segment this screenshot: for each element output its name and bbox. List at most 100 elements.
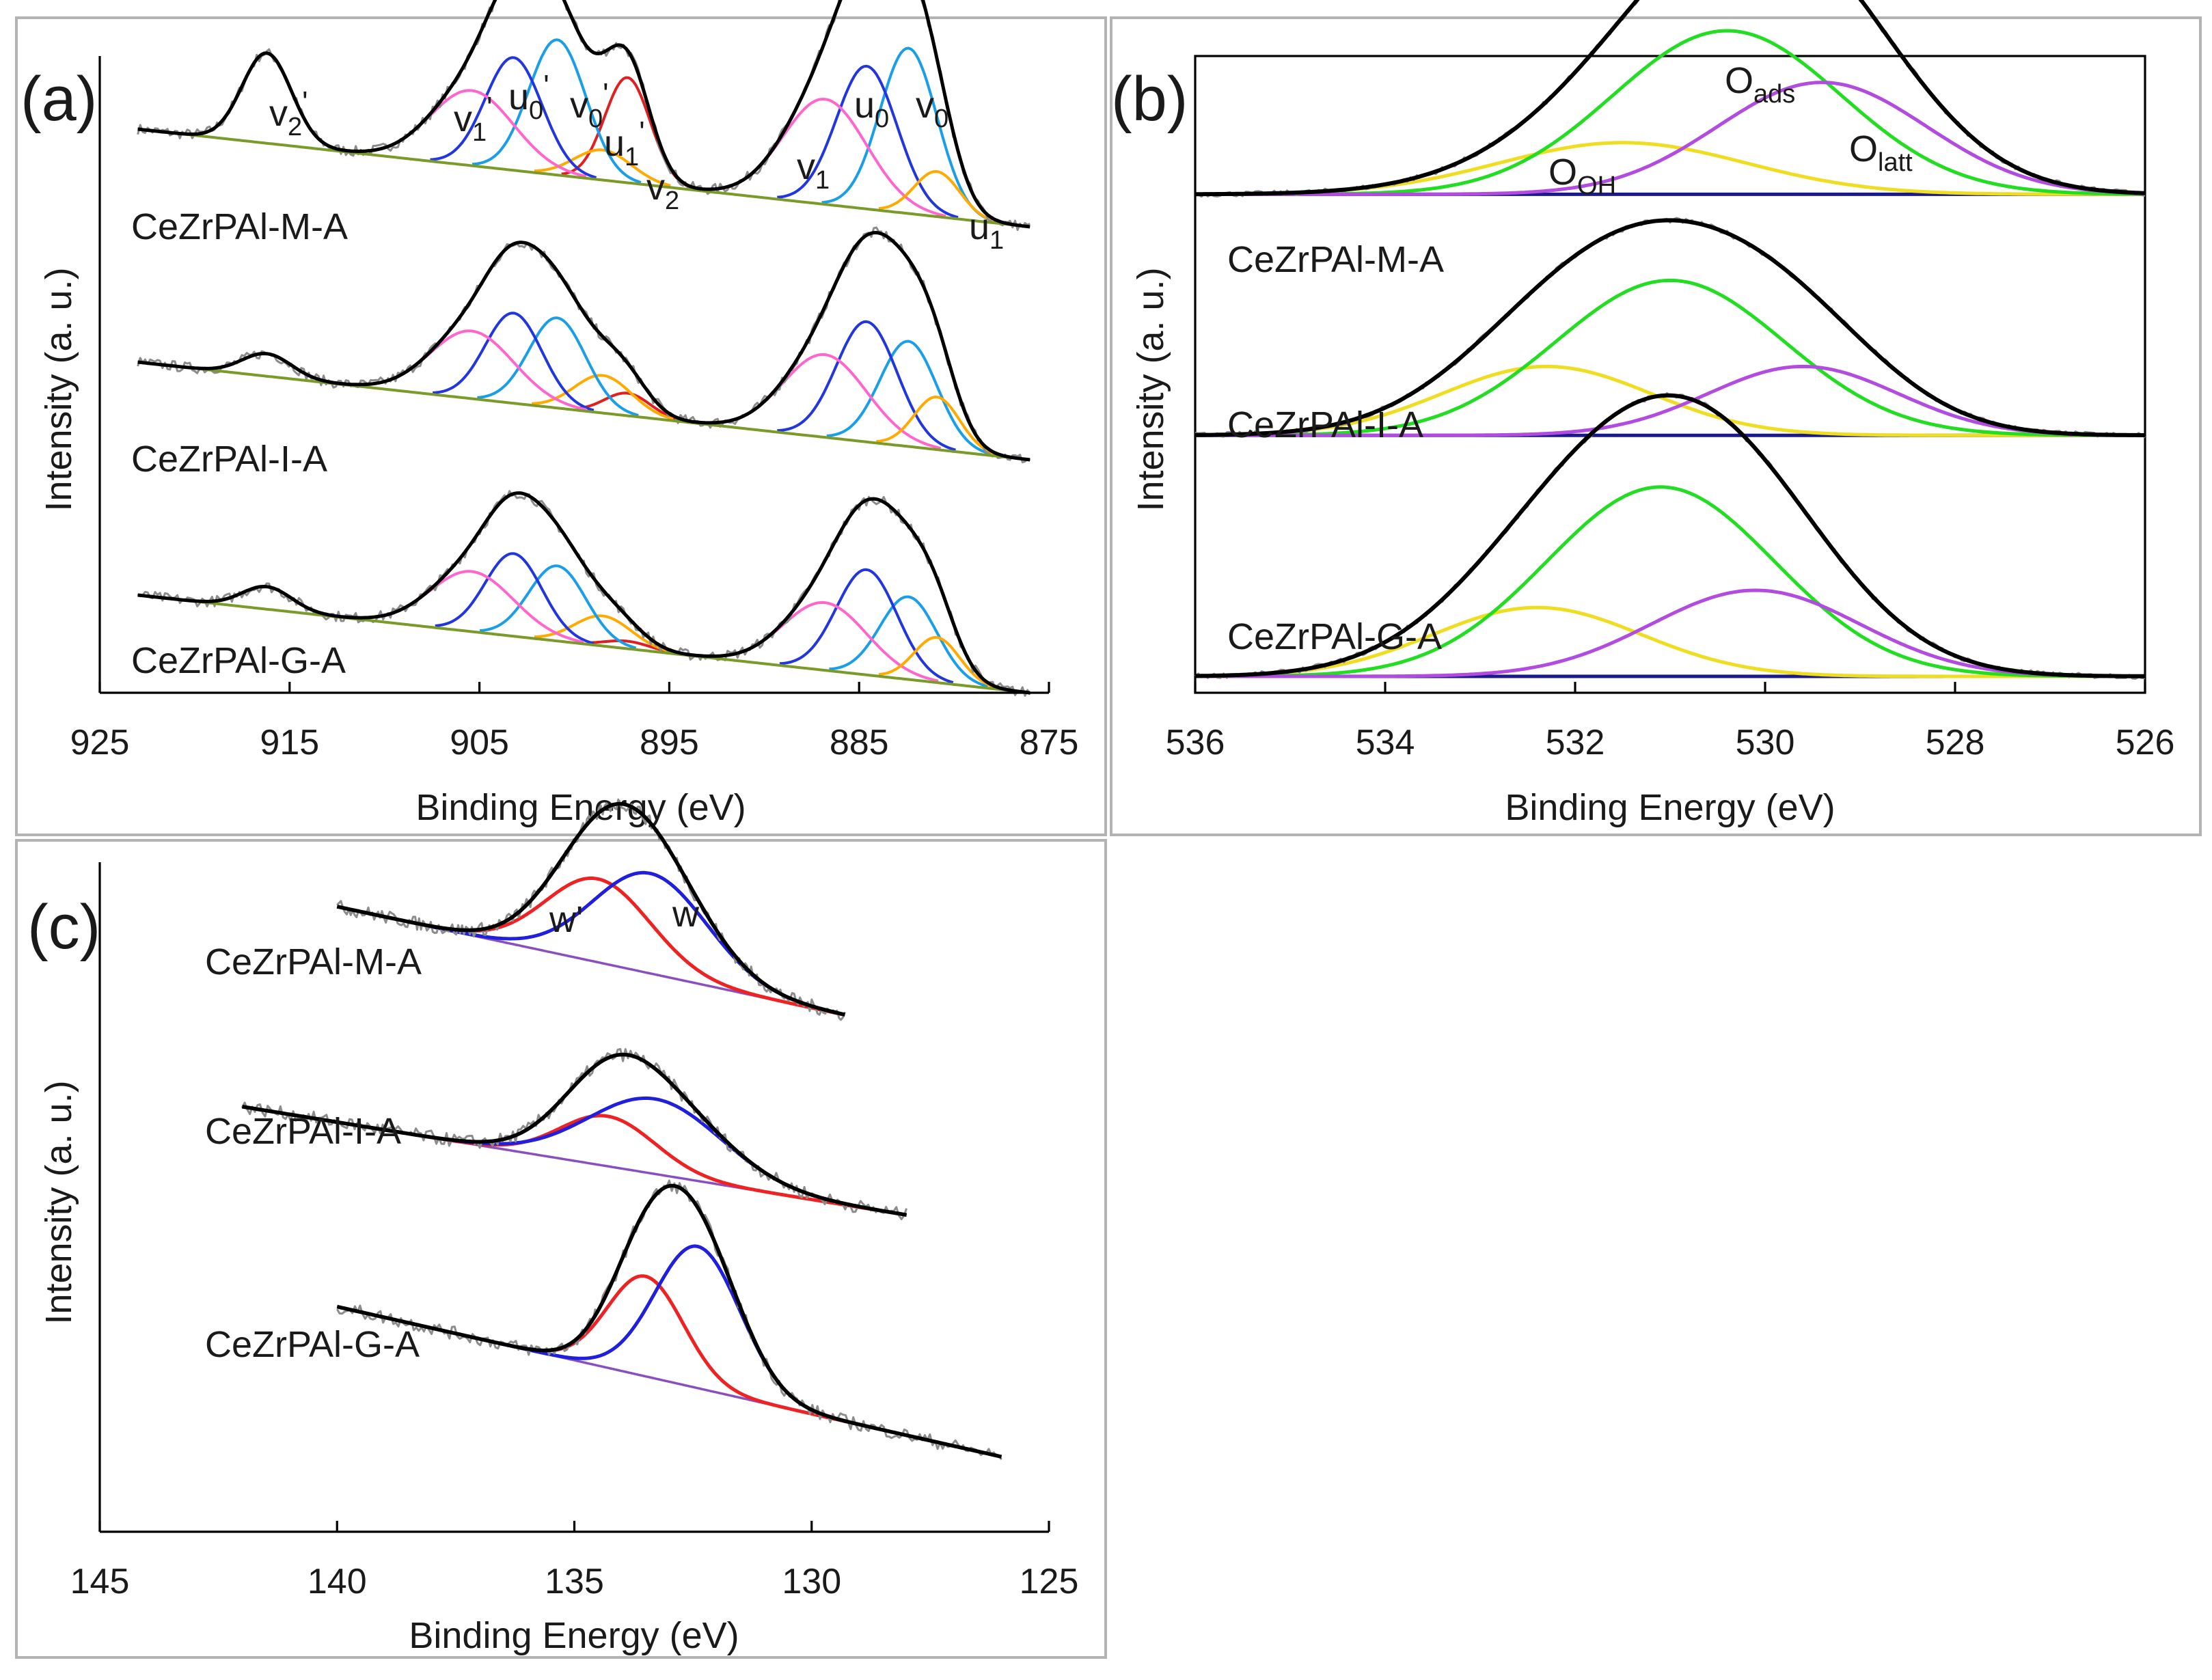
c-envelope-s2: [336, 1183, 1002, 1459]
peak-label-o-ads: Oads: [1725, 60, 1795, 109]
a-tick-label-885: 885: [830, 723, 889, 762]
c-tick-label-135: 135: [545, 1562, 604, 1601]
a-component-v0-s2: [829, 595, 989, 688]
b-envelope-s1: [1195, 218, 2145, 437]
peak-label-o-latt: Olatt: [1849, 128, 1913, 177]
c-envelope-s0: [336, 801, 846, 1017]
panel-a-sample-i: CeZrPAl-I-A: [131, 439, 327, 480]
panel-a-tag: (a): [21, 64, 97, 134]
a-tick-label-895: 895: [640, 723, 699, 762]
peak-label-u0-prime: u0': [508, 69, 549, 125]
peak-label-v1-prime: v1': [454, 91, 493, 147]
panel-c-x-label: Binding Energy (eV): [409, 1615, 739, 1656]
peak-label-v2-prime: v2': [269, 85, 308, 141]
a-component-u0p-s2: [435, 552, 595, 645]
peak-label-w: w: [672, 894, 700, 935]
c-component-wp-s2: [336, 1274, 1002, 1459]
panel-a-y-label: Intensity (a. u.): [38, 267, 79, 511]
c-raw-spectrum-s2: [336, 1179, 1002, 1461]
panel-c-sample-m: CeZrPAl-M-A: [205, 941, 422, 982]
b-tick-label-534: 534: [1356, 723, 1415, 762]
c-envelope-s1: [241, 1052, 907, 1217]
panel-b-sample-i: CeZrPAl-I-A: [1227, 404, 1423, 445]
panel-a-x-ticks: 925 915 905 895 885 875: [70, 682, 1079, 762]
b-component-olatt-s0: [1195, 81, 2146, 196]
panel-a-sample-g: CeZrPAl-G-A: [131, 640, 346, 681]
a-component-u1-s0: [878, 170, 996, 223]
c-tick-label-130: 130: [782, 1562, 841, 1601]
c-tick-label-140: 140: [308, 1562, 367, 1601]
a-component-u0-s2: [779, 568, 954, 684]
peak-label-v2: v2: [646, 167, 679, 215]
peak-label-v1: v1: [797, 146, 830, 195]
panel-c-sample-g: CeZrPAl-G-A: [205, 1324, 420, 1365]
a-tick-label-905: 905: [450, 723, 509, 762]
a-envelope-s2: [137, 491, 1030, 695]
panel-b-sample-g: CeZrPAl-G-A: [1227, 616, 1442, 657]
panel-a-sample-m: CeZrPAl-M-A: [131, 206, 348, 247]
panel-b: (b) 536 534 532 530 528 526 Binding Energy (e…: [1110, 0, 2202, 836]
a-tick-label-875: 875: [1020, 723, 1079, 762]
c-component-w-s2: [336, 1244, 1002, 1459]
b-component-olatt-s1: [1195, 364, 2145, 437]
b-raw-spectrum-s0: [1194, 0, 2146, 198]
peak-label-u0: u0: [854, 85, 889, 133]
b-tick-label-526: 526: [2116, 723, 2175, 762]
panel-c-spectra: [241, 798, 1002, 1461]
a-component-v0p-s0: [472, 38, 642, 184]
b-tick-label-532: 532: [1546, 723, 1605, 762]
panel-b-frame: [1110, 16, 2202, 836]
b-envelope-s2: [1194, 393, 2145, 678]
panel-b-y-label: Intensity (a. u.): [1130, 267, 1171, 511]
peak-label-o-oh: OOH: [1548, 152, 1616, 200]
a-background-s2: [137, 594, 1030, 694]
panel-b-sample-m: CeZrPAl-M-A: [1227, 239, 1444, 280]
panel-c-y-label: Intensity (a. u.): [38, 1080, 79, 1324]
peak-label-v0: v0: [916, 85, 948, 133]
peak-label-v0-prime: v0': [570, 77, 609, 133]
peak-label-u1: u1: [969, 206, 1004, 255]
panel-b-plot-box: [1194, 55, 2146, 694]
panel-c-x-ticks: 145 140 135 130 125: [70, 1521, 1079, 1601]
b-component-oads-s2: [1195, 485, 2145, 678]
panel-a-frame: [15, 16, 1107, 836]
a-component-v2-s1: [576, 391, 681, 422]
panel-a-x-label: Binding Energy (eV): [415, 787, 746, 828]
a-tick-label-925: 925: [70, 723, 130, 762]
a-tick-label-915: 915: [260, 723, 319, 762]
a-envelope-s1: [137, 231, 1030, 462]
b-component-ooh-s1: [1195, 364, 2145, 437]
panel-b-x-ticks: 536 534 532 530 528 526: [1166, 682, 2175, 762]
panel-b-spectra: [1194, 0, 2146, 680]
a-component-u0p-s1: [433, 312, 595, 412]
a-background-s1: [137, 361, 1030, 461]
a-component-u1-s1: [876, 396, 996, 456]
c-tick-label-145: 145: [70, 1562, 130, 1601]
a-component-v0p-s1: [477, 316, 639, 417]
a-component-v1-s1: [707, 353, 942, 450]
b-component-oads-s1: [1195, 278, 2145, 437]
a-component-v0-s0: [821, 46, 996, 223]
panel-a-spectra: [137, 0, 1031, 697]
b-tick-label-530: 530: [1736, 723, 1795, 762]
c-tick-label-125: 125: [1020, 1562, 1079, 1601]
peak-label-w-prime: w': [549, 899, 583, 940]
a-component-u0-s1: [777, 320, 956, 452]
a-component-v0p-s2: [479, 564, 637, 650]
a-component-v0-s1: [826, 340, 991, 456]
a-component-v2-s2: [588, 639, 669, 653]
panel-c-tag: (c): [27, 892, 100, 962]
a-component-u0p-s0: [430, 56, 597, 179]
b-tick-label-528: 528: [1926, 723, 1985, 762]
a-background-s0: [137, 128, 1030, 228]
a-component-u0-s0: [777, 64, 959, 219]
b-component-olatt-s2: [1195, 588, 2145, 678]
b-envelope-s0: [1195, 0, 2146, 197]
panel-b-x-label: Binding Energy (eV): [1505, 787, 1835, 828]
panel-a: (a) 925 915 905 895 885 875 Binding Energy (e…: [15, 0, 1107, 836]
peak-label-u1-prime: u1': [604, 115, 645, 171]
a-component-u1-s2: [878, 636, 996, 689]
b-tick-label-536: 536: [1166, 723, 1225, 762]
a-envelope-s0: [137, 0, 1030, 229]
b-component-ooh-s2: [1195, 605, 2145, 678]
